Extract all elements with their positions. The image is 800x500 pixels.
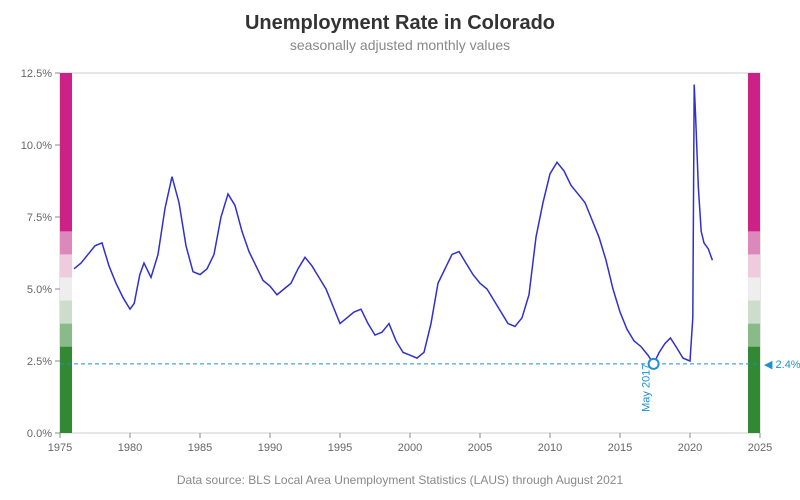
svg-text:1995: 1995 xyxy=(328,442,352,454)
chart-footnote: Data source: BLS Local Area Unemployment… xyxy=(0,473,800,487)
chart-container: Unemployment Rate in Colorado seasonally… xyxy=(0,0,800,500)
svg-text:10.0%: 10.0% xyxy=(21,140,52,152)
svg-text:1990: 1990 xyxy=(258,442,282,454)
chart-subtitle: seasonally adjusted monthly values xyxy=(0,35,800,53)
svg-text:5.0%: 5.0% xyxy=(27,284,52,296)
svg-text:2000: 2000 xyxy=(398,442,422,454)
svg-text:2020: 2020 xyxy=(678,442,702,454)
svg-text:1975: 1975 xyxy=(48,442,72,454)
svg-text:2005: 2005 xyxy=(468,442,492,454)
svg-text:◀ 2.4%: ◀ 2.4% xyxy=(764,359,800,371)
svg-text:2.5%: 2.5% xyxy=(27,356,52,368)
svg-text:2025: 2025 xyxy=(748,442,772,454)
line-chart: 0.0% 2.5% 5.0% 7.5% 10.0% 12.5% 1975 1980 1985 19… xyxy=(0,53,800,473)
svg-text:7.5%: 7.5% xyxy=(27,212,52,224)
svg-text:May 2017: May 2017 xyxy=(641,364,653,412)
svg-text:0.0%: 0.0% xyxy=(27,428,52,440)
svg-text:12.5%: 12.5% xyxy=(21,68,52,80)
svg-text:2010: 2010 xyxy=(538,442,562,454)
svg-text:1980: 1980 xyxy=(118,442,142,454)
chart-title: Unemployment Rate in Colorado xyxy=(0,0,800,35)
svg-text:2015: 2015 xyxy=(608,442,632,454)
svg-text:1985: 1985 xyxy=(188,442,212,454)
